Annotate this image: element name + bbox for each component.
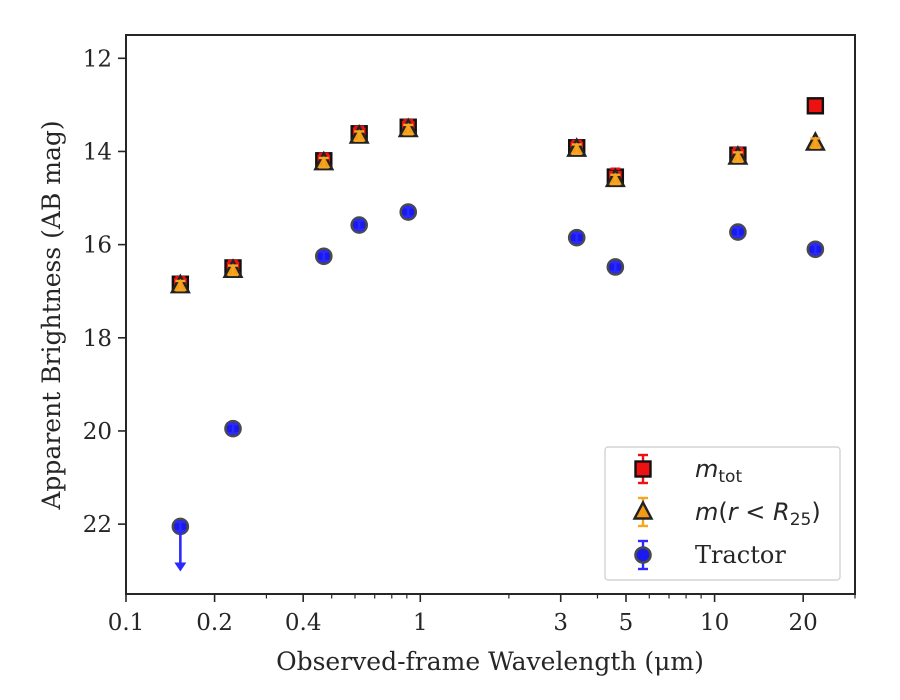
y-axis-label: Apparent Brightness (AB mag) bbox=[37, 120, 66, 510]
x-tick-label: 0.1 bbox=[108, 610, 145, 636]
data-point bbox=[313, 150, 335, 171]
x-tick-label: 1 bbox=[413, 610, 428, 636]
data-point bbox=[397, 117, 419, 138]
data-point bbox=[222, 258, 244, 278]
data-point bbox=[350, 216, 368, 234]
upper-limit-arrow-head bbox=[174, 562, 187, 572]
legend-label: Tractor bbox=[695, 541, 786, 569]
data-point bbox=[399, 203, 418, 221]
data-point bbox=[727, 144, 749, 165]
axes: 0.1 0.2 0.4 1 3 5 10 20 12 14 16 18 20 22 bbox=[83, 34, 856, 636]
x-tick-label: 0.4 bbox=[285, 610, 322, 636]
y-tick-label: 20 bbox=[83, 419, 112, 445]
y-tick-label: 12 bbox=[83, 46, 112, 72]
legend-item: m(r < R25) bbox=[632, 496, 821, 530]
marker-square bbox=[634, 460, 652, 478]
marker-triangle bbox=[632, 499, 654, 520]
y-tick-label: 14 bbox=[83, 139, 112, 165]
y-tick-label: 22 bbox=[83, 512, 112, 538]
data-point bbox=[566, 137, 588, 157]
data-point bbox=[806, 240, 825, 259]
legend: mtot m(r < R25) Tractor bbox=[604, 446, 841, 581]
data-point bbox=[224, 419, 242, 438]
legend-label: m(r < R25) bbox=[695, 498, 821, 530]
x-tick-label: 20 bbox=[789, 610, 818, 636]
data-point bbox=[729, 223, 747, 241]
y-tick-label: 16 bbox=[83, 233, 112, 259]
legend-item: Tractor bbox=[634, 539, 786, 571]
legend-marker bbox=[634, 460, 652, 478]
legend-box bbox=[604, 446, 841, 581]
data-point bbox=[567, 228, 586, 247]
series-3 bbox=[171, 203, 825, 572]
x-tick-label: 10 bbox=[700, 610, 729, 636]
x-tick-label: 3 bbox=[553, 610, 568, 636]
plot-area bbox=[169, 97, 826, 572]
x-axis-label: Observed-frame Wavelength (μm) bbox=[276, 647, 704, 676]
data-point bbox=[348, 124, 370, 144]
data-point bbox=[804, 131, 826, 151]
legend-marker bbox=[634, 546, 652, 564]
data-point bbox=[606, 258, 625, 276]
series-1 bbox=[171, 97, 825, 293]
data-point bbox=[314, 247, 333, 266]
plot-frame bbox=[125, 34, 856, 595]
data-point bbox=[806, 97, 825, 115]
legend-marker bbox=[632, 499, 654, 520]
data-point bbox=[604, 167, 626, 188]
legend-label: mtot bbox=[695, 455, 742, 487]
data-point bbox=[171, 517, 190, 572]
legend-item: mtot bbox=[634, 453, 742, 487]
marker-circle bbox=[634, 546, 652, 564]
data-point bbox=[169, 273, 191, 294]
series-2 bbox=[169, 117, 826, 294]
x-tick-label: 0.2 bbox=[196, 610, 233, 636]
y-tick-label: 18 bbox=[83, 326, 112, 352]
x-tick-label: 5 bbox=[619, 610, 634, 636]
